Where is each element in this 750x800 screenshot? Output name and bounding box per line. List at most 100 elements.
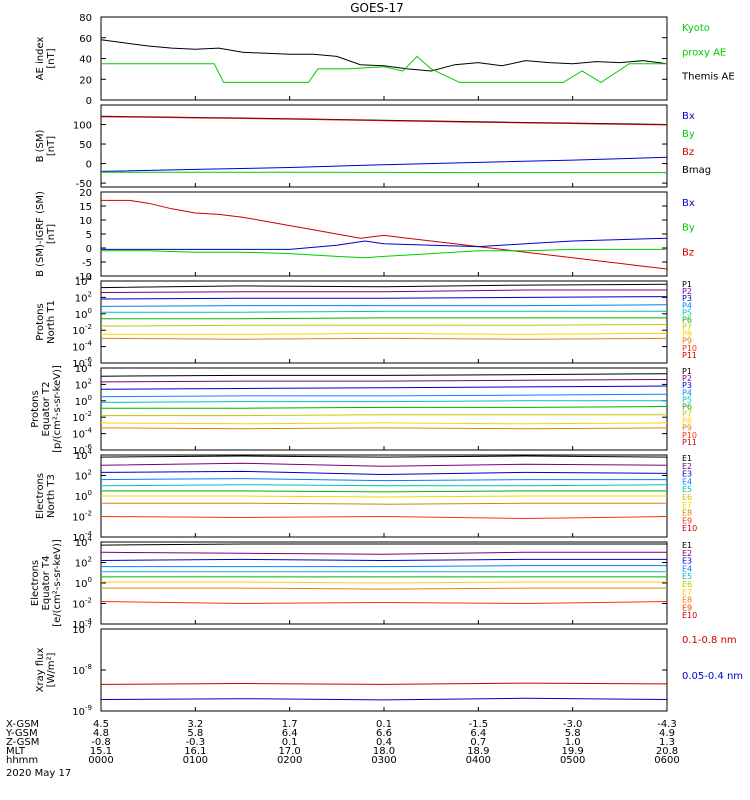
legend-item: Bz — [682, 247, 694, 258]
series-line-themis-ae — [100, 39, 668, 72]
y-tick-label: -10 — [76, 272, 92, 283]
x-tick-label: 18.9 — [467, 746, 489, 757]
x-tick-label: 18.0 — [373, 746, 395, 757]
x-axis-labels: X-GSMY-GSMZ-GSMMLThhmm4.54.8-0.815.10000… — [5, 96, 680, 779]
y-tick-label: 100 — [75, 489, 92, 503]
x-tick-label: 4.8 — [93, 728, 109, 739]
legend-item: P6 — [682, 403, 692, 412]
y-tick-label: 80 — [79, 13, 92, 24]
panel-bdiff: -10 -5 0 5 10 15 20 B (SM)-IGRF (SM)[nT] Bx By Bz — [35, 188, 695, 283]
legend-item: P1 — [682, 367, 692, 376]
x-tick-label: 19.9 — [562, 746, 584, 757]
x-tick-label: -0.3 — [186, 737, 206, 748]
x-tick-label: 6.6 — [376, 728, 392, 739]
legend-item: Bx — [682, 198, 695, 209]
legend-item: E7 — [682, 588, 692, 597]
y-tick-label: 102 — [75, 290, 92, 304]
legend-item: Kyoto — [682, 23, 710, 34]
legend-item: P3 — [682, 381, 692, 390]
legend-item: P7 — [682, 323, 692, 332]
y-tick-label: -5 — [82, 258, 92, 269]
y-tick-label: 60 — [79, 34, 92, 45]
series-line-p1 — [100, 283, 668, 289]
panel-p-north: 10-6 10-4 10-2 100 102 104 ProtonsNorth T1 P1P2… — [35, 274, 697, 370]
x-tick-label: 5.8 — [565, 728, 581, 739]
legend-item: P4 — [682, 388, 692, 397]
legend-item: 0.05-0.4 nm — [682, 671, 743, 682]
panels: 0 20 40 60 80 AE index[nT] Kyoto proxy AE Themis… — [30, 13, 743, 718]
y-tick-label: 10-8 — [72, 663, 92, 677]
x-tick-label: -4.3 — [657, 719, 677, 730]
series-line-p7 — [101, 414, 667, 417]
legend-item: E6 — [682, 493, 692, 502]
series-line-p3 — [100, 385, 668, 390]
y-tick-label: 10-6 — [72, 443, 92, 457]
series-line-e6 — [101, 490, 667, 493]
legend-item: P8 — [682, 417, 692, 426]
series-line-kyoto — [101, 55, 667, 83]
series-line-e8 — [101, 502, 667, 505]
x-tick-label: -3.0 — [563, 719, 583, 730]
x-tick-label: 1.7 — [282, 719, 298, 730]
y-tick-label: -50 — [76, 179, 92, 190]
y-tick-label: 10 — [79, 216, 92, 227]
y-tick-label: 100 — [75, 576, 92, 590]
series-line-by — [101, 248, 667, 259]
series-line-p7 — [100, 324, 668, 327]
legend-item: E8 — [682, 509, 692, 518]
y-tick-label: 0 — [86, 244, 92, 255]
legend-item: E4 — [682, 477, 692, 486]
y-axis-title: B (SM)-IGRF (SM)[nT] — [35, 191, 57, 277]
y-tick-label: 10-4 — [72, 340, 92, 354]
y-axis-title: ElectronsNorth T3 — [35, 473, 57, 519]
y-tick-label: 10-2 — [72, 597, 92, 611]
legend-item: P11 — [682, 351, 697, 360]
x-tick-label: 0.4 — [376, 737, 392, 748]
x-tick-label: 4.5 — [93, 719, 109, 730]
series-line-e9 — [100, 601, 668, 605]
legend-item: P10 — [682, 344, 697, 353]
x-tick-label: 0400 — [466, 755, 491, 766]
y-tick-label: 10-7 — [72, 622, 92, 636]
series-line-e8 — [101, 587, 667, 590]
date-label: 2020 May 17 — [6, 768, 71, 779]
x-tick-label: 0000 — [88, 755, 113, 766]
chart-title: GOES-17 — [350, 1, 404, 15]
legend-item: E2 — [682, 549, 692, 558]
legend-item: E6 — [682, 580, 692, 589]
x-tick-label: 17.0 — [279, 746, 301, 757]
y-tick-label: 20 — [79, 75, 92, 86]
x-tick-label: 0.1 — [282, 737, 298, 748]
series-line-e9 — [100, 515, 668, 520]
series-line-p8 — [100, 422, 668, 425]
panel-bsm: -50 0 50 100 B (SM)[nT] Bx By Bz Bmag — [35, 104, 711, 190]
y-tick-label: 10-4 — [72, 530, 92, 544]
series-line-p4 — [100, 393, 668, 398]
series-line-e2 — [100, 551, 667, 555]
x-tick-label: -0.8 — [91, 737, 111, 748]
y-axis-title: Xray flux[W/m²] — [35, 648, 57, 693]
series-line-e5 — [100, 484, 668, 487]
legend-item: E5 — [682, 485, 692, 494]
legend-item: P7 — [682, 410, 692, 419]
y-tick-label: 104 — [75, 535, 93, 549]
legend-item: E5 — [682, 572, 692, 581]
y-tick-label: 0 — [86, 160, 92, 171]
y-tick-label: 104 — [75, 361, 93, 375]
y-tick-label: 10-4 — [72, 617, 92, 631]
legend-item: P9 — [682, 424, 692, 433]
x-tick-label: 0500 — [560, 755, 585, 766]
legend-item: P11 — [682, 438, 697, 447]
legend-item: E8 — [682, 596, 692, 605]
panel-xray: 10-9 10-8 10-7 Xray flux[W/m²] 0.1-0.8 nm 0.0… — [35, 622, 743, 718]
legend-item: E1 — [682, 454, 692, 463]
series-line-0-1-0-8-nm — [100, 682, 668, 685]
series-line-e7 — [101, 581, 667, 584]
legend-item: By — [682, 223, 695, 234]
y-tick-label: 104 — [75, 274, 93, 288]
series-line-e3 — [100, 470, 668, 476]
panel-ae: 0 20 40 60 80 AE index[nT] Kyoto proxy AE Themis… — [35, 13, 735, 107]
panel-e-equator: 10-4 10-2 100 102 104 ElectronsEquator T4[e/(… — [30, 535, 697, 631]
y-tick-label: 100 — [75, 307, 92, 321]
